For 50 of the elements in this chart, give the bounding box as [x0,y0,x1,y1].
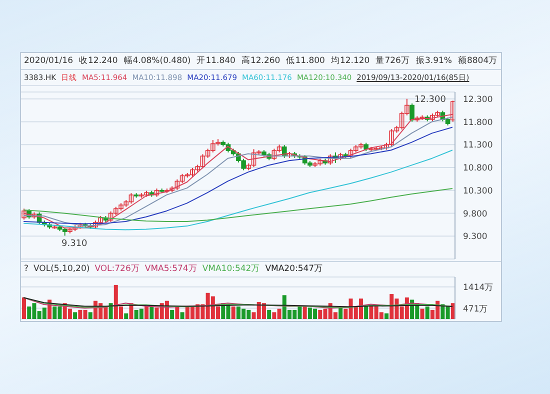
bar [180,312,184,319]
candlestick [328,154,333,166]
bar [231,306,236,319]
bar [88,312,92,319]
text: 幅4.08%(0.480) [124,55,191,67]
annotation: 9.310 [62,239,88,250]
bar [425,306,430,319]
line-series [23,150,453,230]
text: 开11.840 [196,55,236,67]
bar [73,312,78,319]
y-tick-label: 12.300 [463,94,493,105]
text: VMA20:547万 [265,262,324,274]
text: VMA10:542万 [202,262,260,274]
y-tick-label: 10.800 [463,164,493,174]
y-tick-label: 11.300 [463,140,493,151]
text: 振3.91% [416,55,452,67]
text: ? [24,264,29,274]
bar [144,306,149,319]
y-tick-label: 11.800 [463,118,493,128]
text: VMA5:574万 [144,262,198,274]
candlestick [410,102,414,122]
y-tick-label: 9.300 [463,232,488,242]
text: 额8804万 [458,55,498,67]
bar [108,303,113,319]
candlestick [22,208,26,220]
bar [420,308,424,319]
text: 收12.240 [79,55,118,67]
text: 均12.120 [330,55,370,67]
bar [170,310,174,319]
bar [364,306,368,319]
line-series [23,188,453,222]
bar [175,306,180,319]
chart-title: 2020/01/16 [24,56,73,66]
bar [302,306,307,319]
y-tick-label: 10.300 [463,186,493,196]
bar [150,306,154,319]
bar [124,313,128,319]
y-tick-label: 1414万 [463,282,494,293]
text: VOL:726万 [94,262,140,274]
text: 量726万 [376,55,410,67]
bar [384,313,389,319]
y-tick-label: 471万 [463,304,488,314]
y-tick-label: 9.800 [463,209,488,220]
text: 高12.260 [241,55,280,67]
bar [22,297,26,319]
bar [338,308,343,319]
bar [267,310,272,319]
text: 低11.800 [286,55,325,67]
text: VOL(5,10,20) [34,264,90,274]
annotation: 12.300 [414,95,446,106]
